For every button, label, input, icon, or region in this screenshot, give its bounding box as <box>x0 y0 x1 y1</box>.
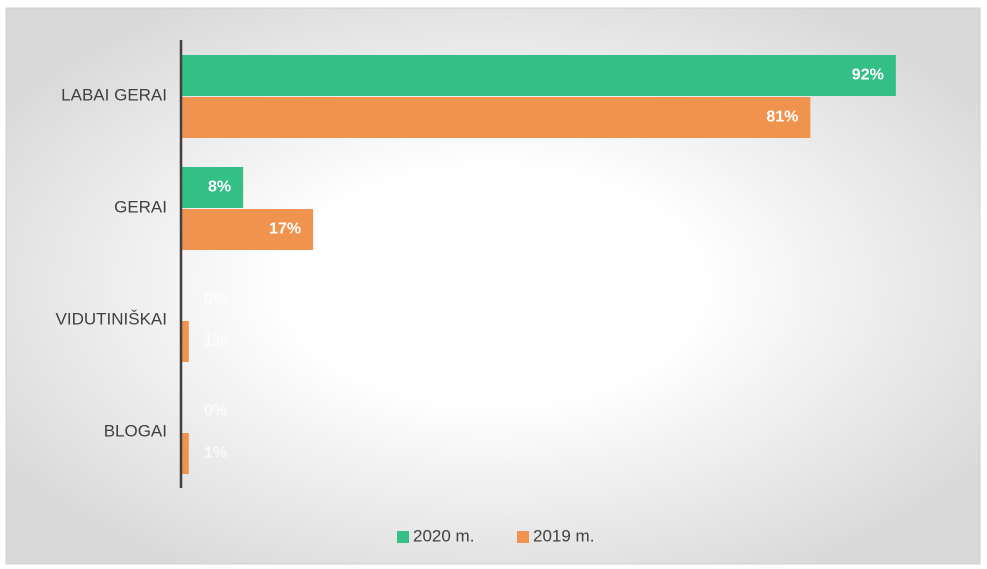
value-label: 1% <box>204 445 227 462</box>
value-label: 17% <box>269 221 301 238</box>
value-label: 0% <box>204 403 227 420</box>
legend-label: 2020 m. <box>413 526 474 545</box>
bar <box>181 209 314 250</box>
legend-swatch <box>397 531 409 543</box>
legend-label: 2019 m. <box>533 526 594 545</box>
bar <box>181 55 896 96</box>
y-tick-label: VIDUTINIŠKAI <box>56 309 167 328</box>
value-label: 1% <box>204 333 227 350</box>
value-label: 0% <box>204 291 227 308</box>
y-tick-label: GERAI <box>114 197 167 216</box>
bar <box>181 433 189 474</box>
value-label: 92% <box>852 67 884 84</box>
value-label: 81% <box>766 109 798 126</box>
value-label: 8% <box>208 179 231 196</box>
bar <box>181 97 811 138</box>
y-tick-label: LABAI GERAI <box>61 85 167 104</box>
bar <box>181 167 244 208</box>
legend-swatch <box>517 531 529 543</box>
bar <box>181 321 189 362</box>
y-tick-label: BLOGAI <box>104 421 167 440</box>
